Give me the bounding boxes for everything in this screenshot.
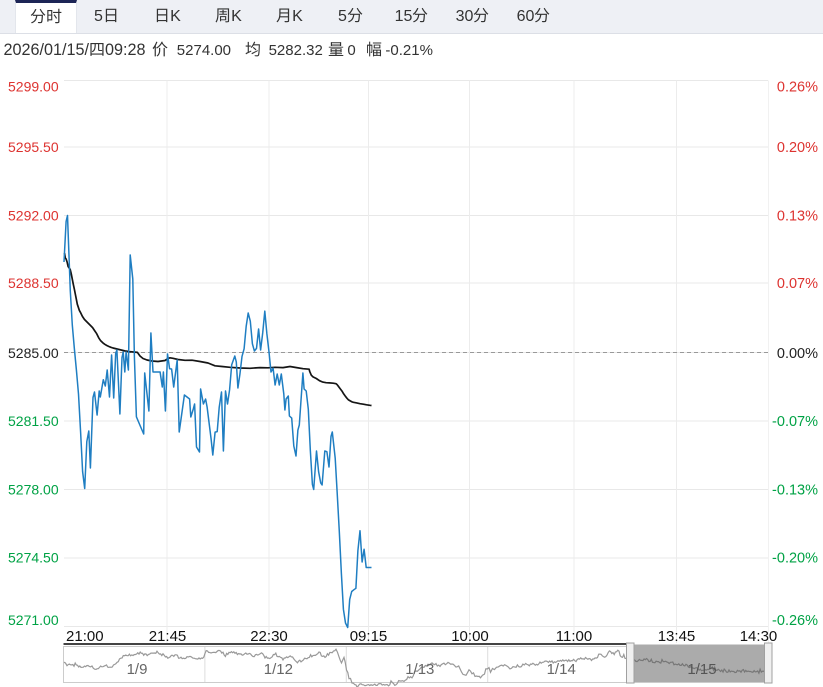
svg-text:-0.26%: -0.26% [772,613,818,629]
svg-text:1/15: 1/15 [687,661,716,678]
svg-text:5271.00: 5271.00 [8,612,59,628]
svg-text:5281.50: 5281.50 [8,413,59,429]
svg-text:09:15: 09:15 [350,628,388,645]
svg-text:0.20%: 0.20% [777,140,818,156]
svg-text:21:00: 21:00 [66,628,104,645]
svg-text:22:30: 22:30 [250,628,288,645]
svg-text:0.26%: 0.26% [777,80,818,96]
svg-text:0.00%: 0.00% [777,346,818,362]
svg-text:0.07%: 0.07% [777,276,818,292]
svg-text:5295.50: 5295.50 [8,139,59,155]
svg-text:5288.50: 5288.50 [8,275,59,291]
svg-text:5285.00: 5285.00 [8,345,59,361]
svg-text:1/13: 1/13 [405,661,434,678]
svg-text:5274.50: 5274.50 [8,550,59,566]
svg-text:5299.00: 5299.00 [8,79,59,95]
svg-text:1/14: 1/14 [547,661,576,678]
svg-text:-0.07%: -0.07% [772,414,818,430]
svg-text:21:45: 21:45 [149,628,187,645]
svg-text:-0.13%: -0.13% [772,483,818,499]
svg-text:0.13%: 0.13% [777,209,818,225]
svg-text:-0.20%: -0.20% [772,551,818,567]
svg-text:10:00: 10:00 [451,628,489,645]
svg-text:1/9: 1/9 [127,661,148,678]
svg-text:5278.00: 5278.00 [8,482,59,498]
svg-text:13:45: 13:45 [658,628,696,645]
svg-text:14:30: 14:30 [740,628,778,645]
svg-text:1/12: 1/12 [264,661,293,678]
svg-text:11:00: 11:00 [556,628,592,645]
svg-text:5292.00: 5292.00 [8,208,59,224]
